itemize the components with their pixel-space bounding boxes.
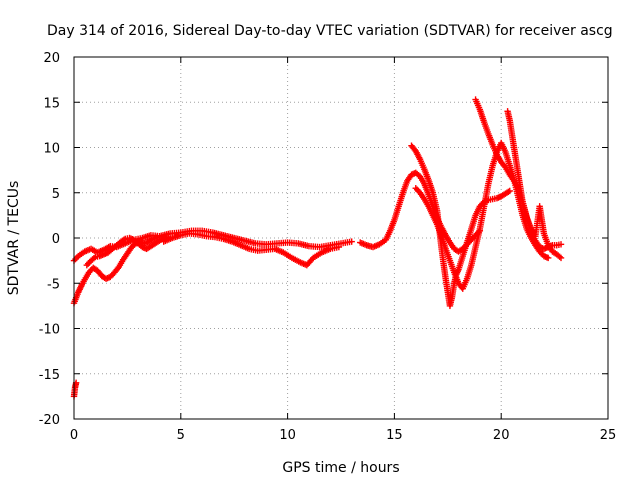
data-point bbox=[557, 254, 565, 262]
data-point bbox=[557, 241, 565, 248]
series-arc-evening-up bbox=[412, 139, 552, 292]
x-tick-label: 15 bbox=[386, 428, 403, 443]
y-tick-label: 0 bbox=[52, 232, 60, 247]
data-point bbox=[335, 243, 343, 251]
y-tick-label: 15 bbox=[43, 96, 60, 111]
data-point bbox=[544, 254, 552, 262]
series-arc-evening-second bbox=[504, 108, 565, 262]
y-tick-label: -20 bbox=[39, 413, 60, 428]
data-point bbox=[556, 253, 563, 260]
series-arc-midday bbox=[160, 230, 343, 269]
chart-title: Day 314 of 2016, Sidereal Day-to-day VTE… bbox=[47, 23, 613, 39]
x-tick-label: 5 bbox=[177, 428, 185, 443]
y-tick-label: -5 bbox=[47, 277, 60, 292]
data-point bbox=[120, 236, 128, 244]
series-outlier bbox=[70, 379, 80, 400]
x-tick-label: 25 bbox=[600, 428, 617, 443]
x-tick-label: 0 bbox=[70, 428, 78, 443]
data-point bbox=[506, 187, 513, 195]
data-series bbox=[70, 96, 565, 400]
y-tick-label: -10 bbox=[39, 323, 60, 338]
axis-ticks: 0 5 10 15 20 25 -20 -15 -10 -5 0 5 10 15 20 bbox=[39, 51, 617, 443]
data-point bbox=[154, 233, 161, 241]
x-axis-label: GPS time / hours bbox=[282, 460, 399, 476]
y-tick-label: 10 bbox=[43, 142, 60, 157]
y-tick-label: 20 bbox=[43, 51, 60, 66]
data-point bbox=[348, 238, 355, 245]
y-axis-label: SDTVAR / TECUs bbox=[6, 181, 22, 296]
x-tick-label: 20 bbox=[493, 428, 510, 443]
data-point bbox=[90, 255, 98, 262]
chart-grid bbox=[74, 57, 608, 419]
y-tick-label: 5 bbox=[52, 187, 60, 202]
series-arc-morning-mid bbox=[83, 233, 172, 269]
x-tick-label: 10 bbox=[279, 428, 296, 443]
data-point bbox=[505, 188, 512, 196]
y-tick-label: -15 bbox=[39, 368, 60, 383]
